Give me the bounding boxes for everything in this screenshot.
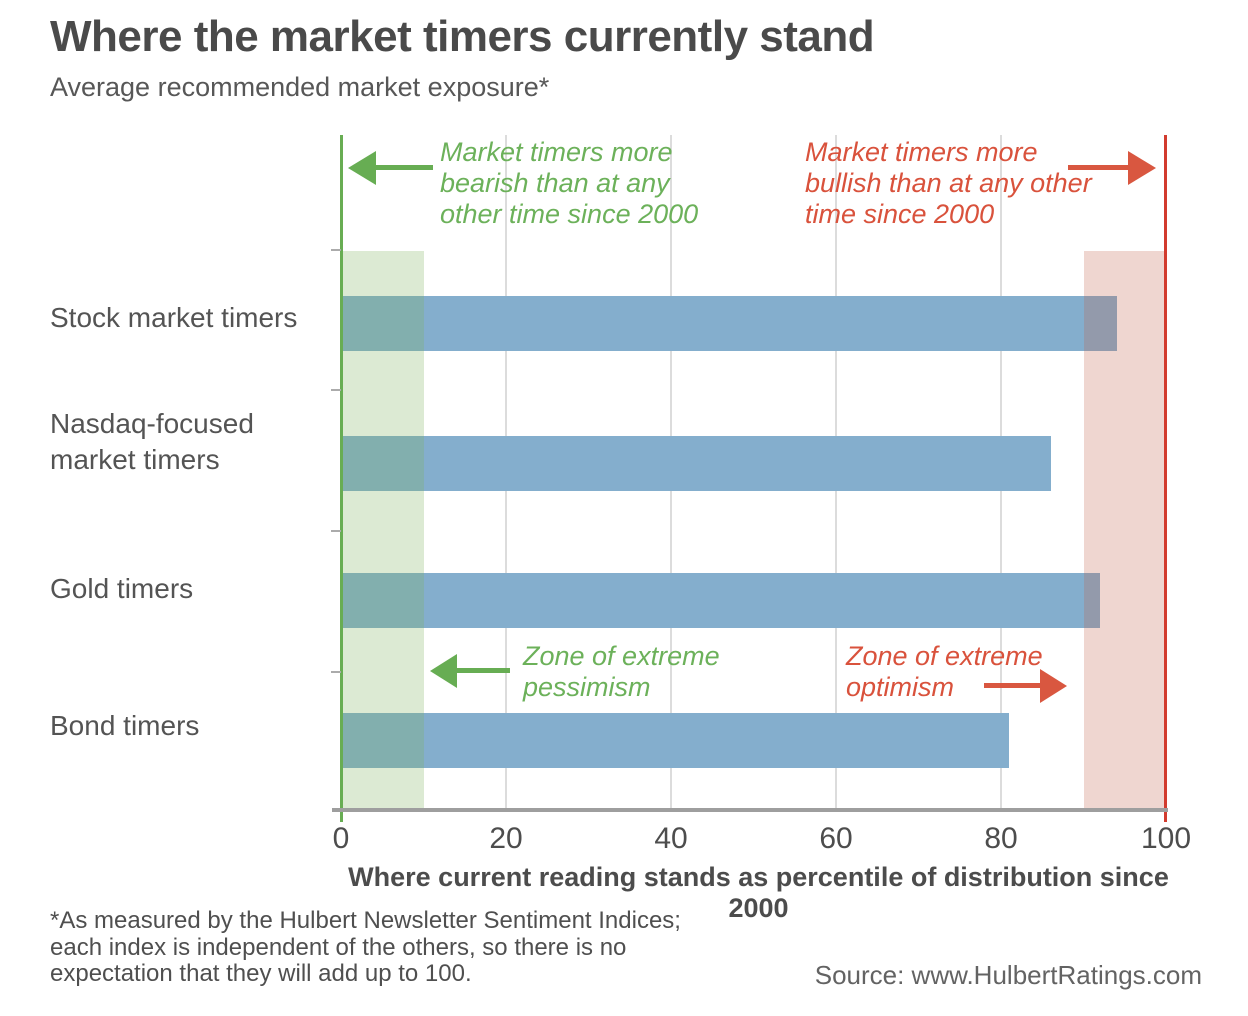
y-axis-tick-1 bbox=[331, 389, 341, 391]
annotation-pessimism-zone: Zone of extreme pessimism bbox=[523, 641, 720, 702]
bar-bond-timers bbox=[341, 713, 1010, 768]
x-tick-label-60: 60 bbox=[819, 822, 853, 855]
plot-area: Where current reading stands as percenti… bbox=[331, 135, 1191, 923]
annotation-optimism-zone: Zone of extreme optimism bbox=[846, 641, 1043, 702]
x-tick-label-100: 100 bbox=[1140, 822, 1192, 855]
page-title: Where the market timers currently stand bbox=[50, 12, 875, 61]
extreme-pessimism-zone bbox=[341, 251, 424, 810]
arrow-shaft bbox=[1068, 165, 1129, 170]
arrow-shaft bbox=[372, 165, 433, 170]
bar-nasdaq-focused-market-timers bbox=[341, 436, 1051, 491]
y-axis-tick-2 bbox=[331, 530, 341, 532]
arrow-head-left-icon bbox=[430, 654, 457, 688]
footnote: *As measured by the Hulbert Newsletter S… bbox=[50, 907, 681, 987]
category-label-stock-market-timers: Stock market timers bbox=[50, 302, 298, 333]
arrow-shaft bbox=[453, 668, 510, 673]
axis-max-line bbox=[1164, 135, 1167, 822]
arrow-shaft bbox=[984, 683, 1041, 688]
arrow-head-right-icon bbox=[1128, 151, 1156, 185]
x-tick-label-80: 80 bbox=[984, 822, 1018, 855]
extreme-optimism-zone bbox=[1083, 251, 1166, 810]
x-tick-label-40: 40 bbox=[654, 822, 688, 855]
arrow-head-left-icon bbox=[348, 151, 376, 185]
annotation-bearish: Market timers more bearish than at any o… bbox=[440, 137, 699, 229]
y-axis-tick-3 bbox=[331, 671, 341, 673]
arrow-head-right-icon bbox=[1040, 669, 1067, 703]
source-credit: Source: www.HulbertRatings.com bbox=[814, 960, 1202, 990]
bar-gold-timers bbox=[341, 573, 1100, 628]
category-label-nasdaq-focused-market-timers: Nasdaq-focused market timers bbox=[50, 408, 254, 475]
y-axis-tick-0 bbox=[331, 249, 341, 251]
page-subtitle: Average recommended market exposure* bbox=[50, 72, 550, 102]
axis-min-line bbox=[340, 135, 343, 822]
annotation-bullish: Market timers more bullish than at any o… bbox=[805, 137, 1092, 229]
x-axis-title: Where current reading stands as percenti… bbox=[348, 862, 1169, 923]
category-label-bond-timers: Bond timers bbox=[50, 710, 200, 741]
x-axis-line bbox=[332, 808, 1168, 812]
x-tick-label-0: 0 bbox=[332, 822, 350, 855]
bar-stock-market-timers bbox=[341, 296, 1117, 351]
category-label-gold-timers: Gold timers bbox=[50, 573, 194, 604]
x-tick-label-20: 20 bbox=[489, 822, 523, 855]
